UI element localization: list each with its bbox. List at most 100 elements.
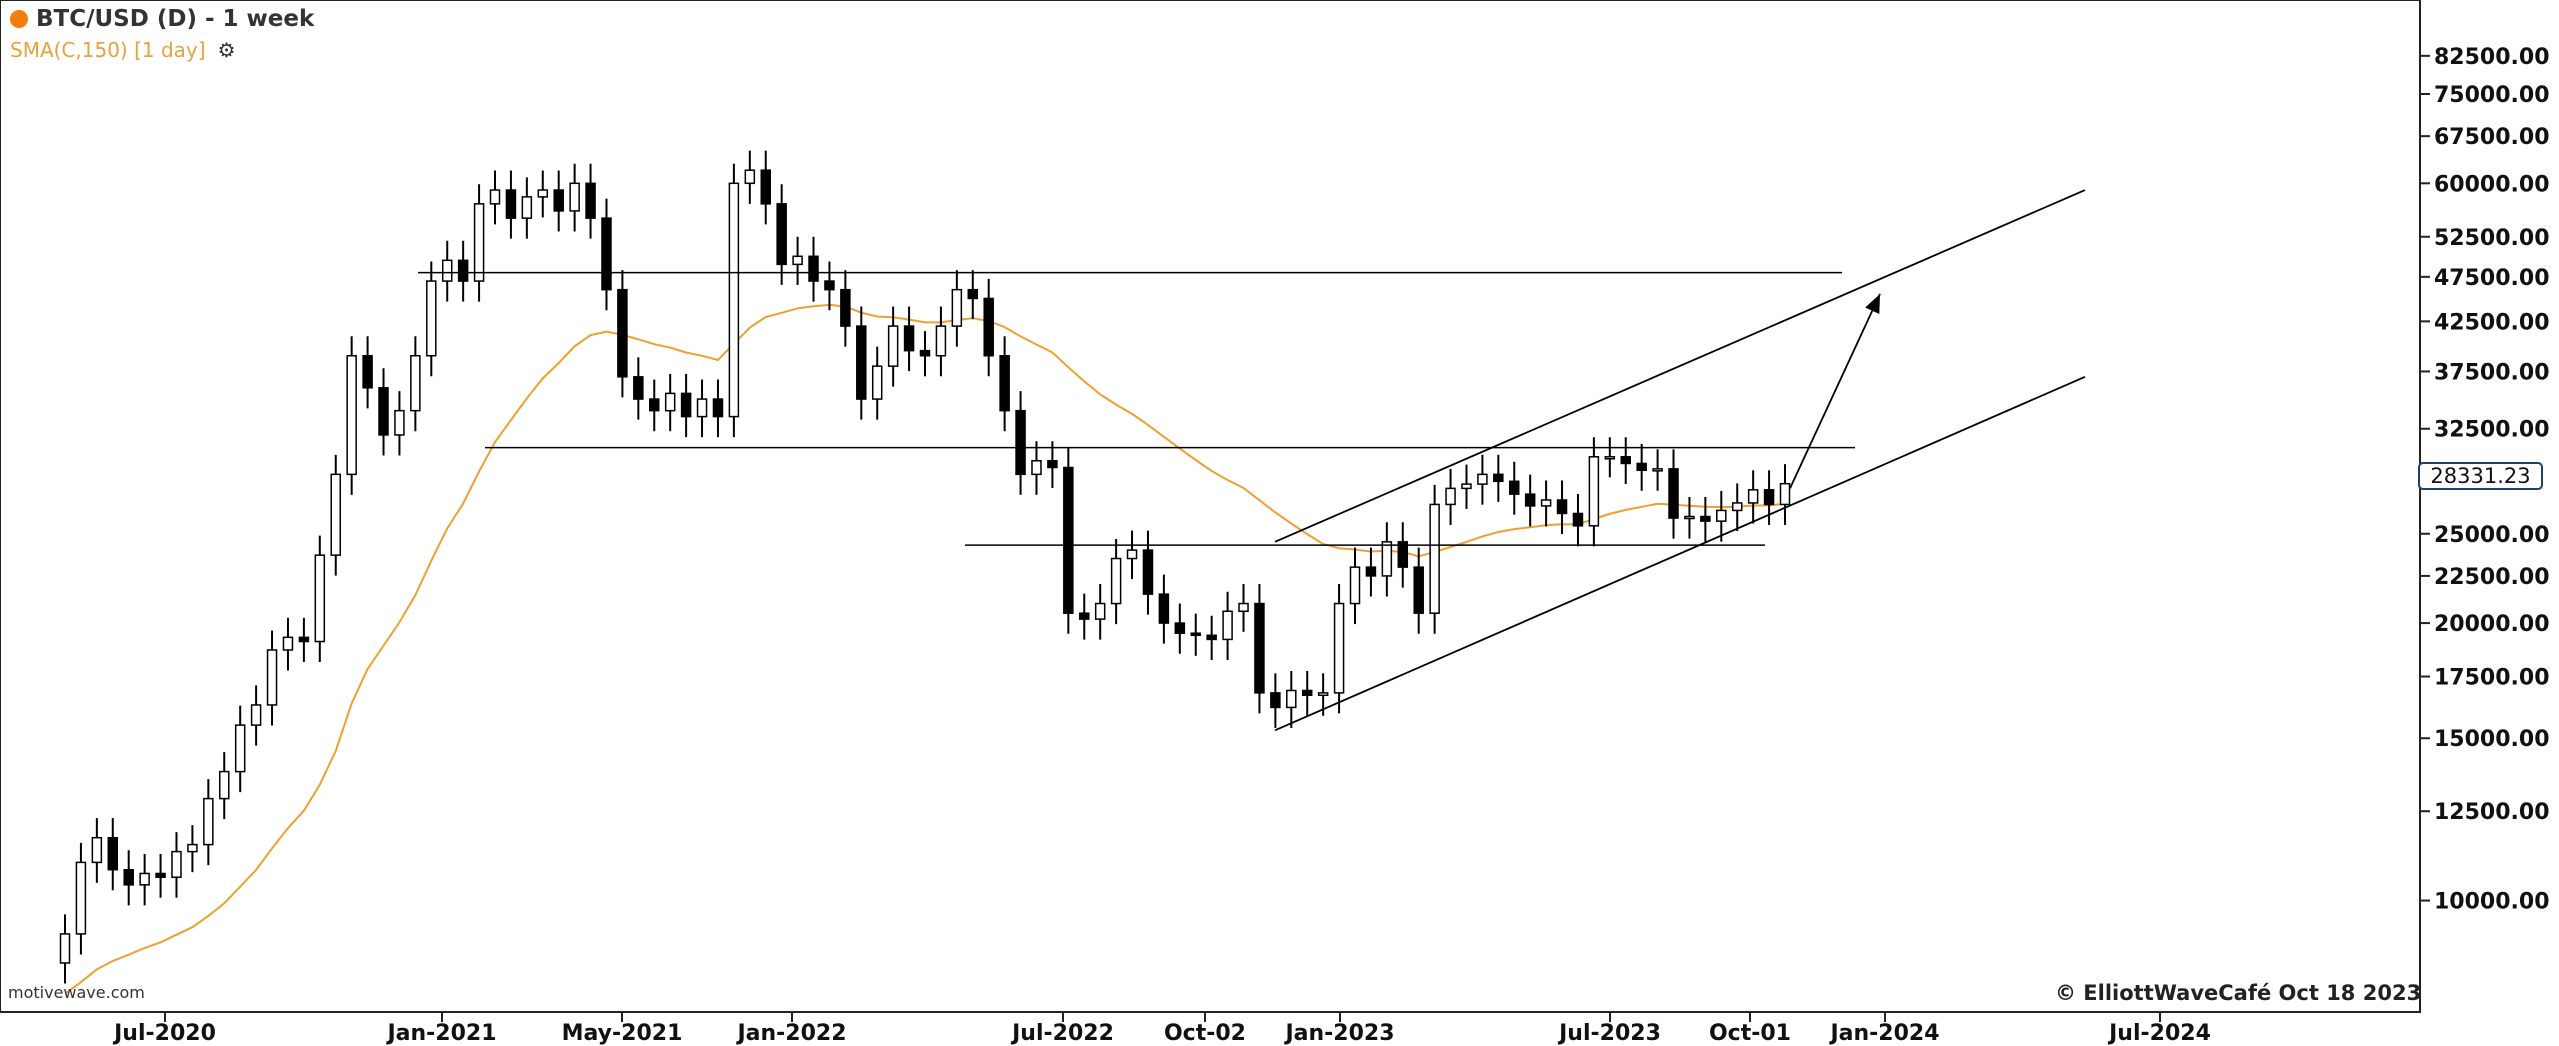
candle-body xyxy=(903,325,915,352)
projection-arrow-head xyxy=(1865,294,1880,315)
x-tick-label: Jan-2024 xyxy=(1828,1021,1939,1046)
candle-body xyxy=(617,288,628,378)
candle-body xyxy=(967,288,979,300)
chart-header: BTC/USD (D) - 1 week SMA(C,150) [1 day] … xyxy=(10,6,314,62)
plot-frame xyxy=(0,0,2421,1013)
candle-body xyxy=(792,255,803,266)
candle-body xyxy=(1222,610,1233,641)
candle-body xyxy=(1397,541,1409,568)
y-tick-label: 32500.00 xyxy=(2434,418,2550,443)
candle-body xyxy=(601,217,612,291)
candle-body xyxy=(1158,593,1170,624)
candle-body xyxy=(919,349,931,357)
candle-body xyxy=(680,392,692,418)
sma-indicator-label[interactable]: SMA(C,150) [1 day] xyxy=(10,38,206,62)
candle-body xyxy=(330,473,341,556)
candle-body xyxy=(298,636,310,643)
y-tick-label: 15000.00 xyxy=(2434,727,2550,752)
candle-body xyxy=(1190,632,1201,637)
candle-body xyxy=(1349,566,1361,605)
candle-body xyxy=(935,325,947,357)
candle-body xyxy=(760,169,771,205)
candle-body xyxy=(123,868,134,886)
candle-body xyxy=(824,280,835,291)
candle-body xyxy=(1413,566,1424,614)
candle-body xyxy=(808,255,819,282)
candle-body xyxy=(1317,692,1329,697)
candle-body xyxy=(1254,602,1265,694)
candle-body xyxy=(1620,456,1631,465)
y-tick-label: 67500.00 xyxy=(2434,125,2550,150)
candle-body xyxy=(521,196,533,219)
candle-body xyxy=(840,288,851,327)
candle-body xyxy=(1174,622,1186,634)
y-tick-label: 10000.00 xyxy=(2434,890,2550,915)
channel-upper-line xyxy=(1274,189,2086,543)
candle-body xyxy=(1365,566,1377,577)
candle-body xyxy=(1461,483,1472,490)
candle-body xyxy=(856,325,867,400)
candle-body xyxy=(1716,509,1727,522)
candle-body xyxy=(1015,409,1026,476)
candle-body xyxy=(1126,549,1138,560)
y-tick-label: 25000.00 xyxy=(2434,523,2550,548)
candle-body xyxy=(107,836,119,871)
candle-body xyxy=(1493,473,1504,483)
candle-body xyxy=(1747,489,1759,504)
candle-body xyxy=(139,872,150,886)
candle-body xyxy=(91,836,103,864)
candle-body xyxy=(1700,515,1711,522)
y-tick-label: 20000.00 xyxy=(2434,612,2550,637)
candle-body xyxy=(1047,460,1058,469)
x-tick-label: Oct-02 xyxy=(1164,1021,1246,1046)
candle-body xyxy=(75,861,87,935)
candle-body xyxy=(1142,549,1154,595)
candle-body xyxy=(362,355,373,389)
candle-body xyxy=(951,288,963,327)
sma-line xyxy=(64,303,1786,995)
y-tick-label: 17500.00 xyxy=(2434,666,2550,691)
candle-body xyxy=(1238,602,1249,612)
candle-body xyxy=(410,355,421,412)
x-tick-label: Oct-01 xyxy=(1709,1021,1791,1046)
y-tick-label: 12500.00 xyxy=(2434,800,2550,825)
candle-body xyxy=(394,409,405,436)
candle-body xyxy=(473,203,485,282)
candle-body xyxy=(1763,489,1775,506)
y-tick-label: 37500.00 xyxy=(2434,360,2550,385)
candle-body xyxy=(203,797,214,846)
candle-body xyxy=(59,933,71,964)
y-tick-label: 82500.00 xyxy=(2434,45,2550,70)
candle-body xyxy=(585,182,596,219)
y-tick-label: 47500.00 xyxy=(2434,266,2550,291)
candle-body xyxy=(553,189,564,212)
candle-body xyxy=(1381,541,1393,577)
candle-body xyxy=(1509,480,1520,495)
gear-icon[interactable]: ⚙ xyxy=(217,38,236,62)
copyright-text: © ElliottWaveCafé Oct 18 2023 xyxy=(2055,981,2422,1005)
x-tick-label: Jan-2023 xyxy=(1283,1021,1394,1046)
x-tick-label: May-2021 xyxy=(562,1021,683,1046)
candle-body xyxy=(1524,493,1536,507)
projection-arrow-line xyxy=(1789,293,1881,489)
candle-body xyxy=(1540,499,1552,507)
candle-body xyxy=(171,850,182,878)
candle-body xyxy=(1572,512,1584,527)
candle-body xyxy=(1333,602,1345,694)
y-tick-label: 60000.00 xyxy=(2434,172,2550,197)
last-price-label: 28331.23 xyxy=(2418,462,2543,490)
candle-body xyxy=(314,554,326,643)
candle-body xyxy=(346,355,357,476)
candle-body xyxy=(1206,634,1217,641)
candle-body xyxy=(1286,689,1297,709)
candle-body xyxy=(1429,503,1440,614)
x-tick-label: Jul-2022 xyxy=(1010,1021,1114,1046)
x-tick-label: Jul-2023 xyxy=(1557,1021,1661,1046)
x-tick-label: Jan-2021 xyxy=(385,1021,496,1046)
channel-lower-line xyxy=(1274,375,2086,732)
candle-body xyxy=(234,724,246,773)
candle-body xyxy=(871,365,883,400)
y-tick-label: 52500.00 xyxy=(2434,226,2550,251)
candle-body xyxy=(378,387,389,436)
